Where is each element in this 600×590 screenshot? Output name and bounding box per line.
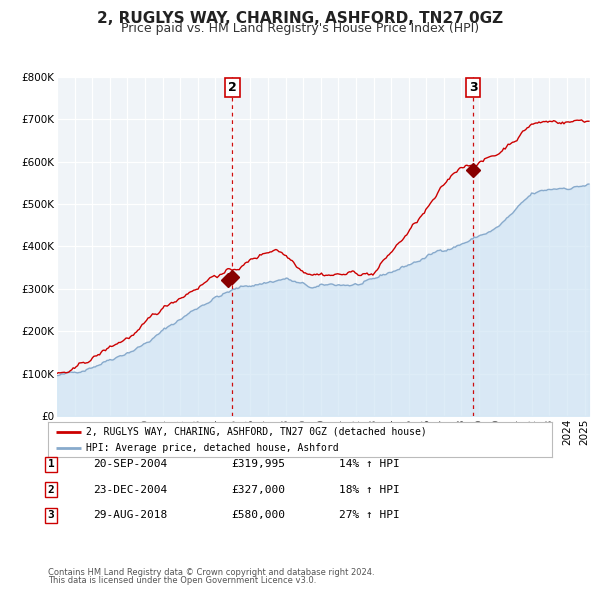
Text: 18% ↑ HPI: 18% ↑ HPI: [339, 485, 400, 494]
Text: 3: 3: [47, 510, 55, 520]
Text: 2, RUGLYS WAY, CHARING, ASHFORD, TN27 0GZ: 2, RUGLYS WAY, CHARING, ASHFORD, TN27 0G…: [97, 11, 503, 25]
Text: This data is licensed under the Open Government Licence v3.0.: This data is licensed under the Open Gov…: [48, 576, 316, 585]
Text: £319,995: £319,995: [231, 460, 285, 469]
Text: 23-DEC-2004: 23-DEC-2004: [93, 485, 167, 494]
Text: Contains HM Land Registry data © Crown copyright and database right 2024.: Contains HM Land Registry data © Crown c…: [48, 568, 374, 577]
Text: 14% ↑ HPI: 14% ↑ HPI: [339, 460, 400, 469]
Text: 20-SEP-2004: 20-SEP-2004: [93, 460, 167, 469]
Text: 27% ↑ HPI: 27% ↑ HPI: [339, 510, 400, 520]
Text: 2, RUGLYS WAY, CHARING, ASHFORD, TN27 0GZ (detached house): 2, RUGLYS WAY, CHARING, ASHFORD, TN27 0G…: [86, 427, 427, 437]
Text: £327,000: £327,000: [231, 485, 285, 494]
Text: 29-AUG-2018: 29-AUG-2018: [93, 510, 167, 520]
Text: 3: 3: [469, 81, 478, 94]
Text: £580,000: £580,000: [231, 510, 285, 520]
Text: Price paid vs. HM Land Registry's House Price Index (HPI): Price paid vs. HM Land Registry's House …: [121, 22, 479, 35]
Text: HPI: Average price, detached house, Ashford: HPI: Average price, detached house, Ashf…: [86, 444, 338, 453]
Text: 2: 2: [228, 81, 237, 94]
Text: 1: 1: [47, 460, 55, 469]
Text: 2: 2: [47, 485, 55, 494]
